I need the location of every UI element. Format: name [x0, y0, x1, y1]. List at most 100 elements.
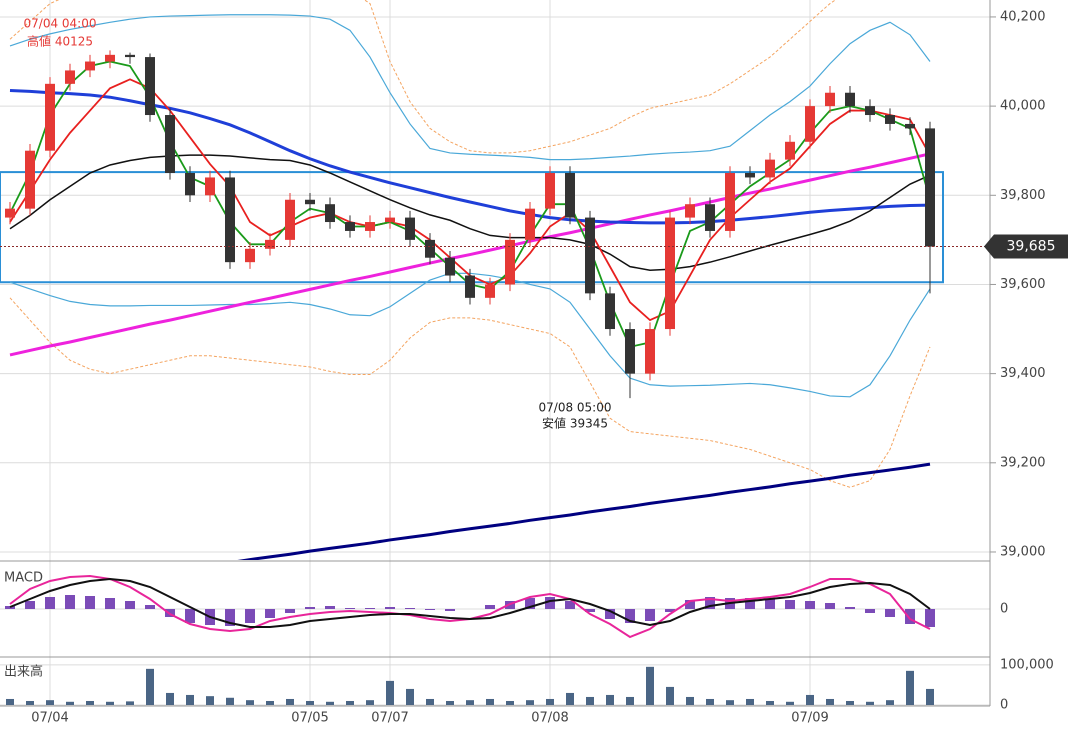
macd-histogram-bar — [565, 601, 575, 609]
indicator-line — [9, 89, 931, 225]
y-tick-label: 40,200 — [1000, 9, 1046, 24]
x-tick-label: 07/05 — [291, 711, 328, 726]
candle-body — [325, 204, 335, 223]
y-tick-label: 39,400 — [1000, 366, 1046, 381]
candle-body — [545, 172, 555, 209]
candle-body — [305, 199, 315, 205]
macd-histogram-bar — [485, 605, 495, 609]
candle-body — [505, 239, 515, 285]
volume-bar — [546, 698, 554, 705]
volume-bar — [406, 688, 414, 705]
volume-bar — [246, 700, 254, 705]
macd-histogram-bar — [705, 597, 715, 609]
volume-bar — [326, 701, 334, 705]
macd-histogram-bar — [5, 606, 15, 609]
candle-body — [45, 83, 55, 151]
macd-histogram-bar — [105, 598, 115, 609]
volume-bar — [886, 700, 894, 705]
candle-body — [445, 257, 455, 276]
macd-histogram-bar — [825, 603, 835, 609]
macd-title: MACD — [4, 571, 43, 586]
candle-body — [585, 217, 595, 294]
high-annotation: 高値 40125 — [27, 34, 93, 49]
volume-bar — [486, 698, 494, 705]
macd-histogram-bar — [125, 601, 135, 609]
macd-histogram-bar — [305, 607, 315, 609]
y-tick-label: 100,000 — [1000, 657, 1054, 672]
volume-bar — [446, 700, 454, 705]
candle-body — [85, 61, 95, 71]
y-tick-label: 39,000 — [1000, 544, 1046, 559]
volume-bar — [706, 698, 714, 705]
volume-bar — [766, 700, 774, 705]
indicator-line — [9, 297, 931, 488]
candle-body — [725, 172, 735, 231]
volume-bar — [606, 694, 614, 705]
volume-bar — [526, 700, 534, 705]
volume-bar — [506, 700, 514, 705]
macd-histogram-bar — [765, 599, 775, 609]
volume-bar — [566, 692, 574, 705]
volume-bar — [726, 700, 734, 705]
candle-body — [265, 239, 275, 249]
y-tick-label: 39,600 — [1000, 277, 1046, 292]
candle-body — [765, 159, 775, 178]
volume-bar — [426, 698, 434, 705]
volume-bar — [206, 696, 214, 705]
macd-histogram-bar — [385, 607, 395, 609]
volume-bar — [466, 700, 474, 705]
macd-histogram-bar — [685, 600, 695, 609]
volume-bar — [846, 700, 854, 705]
candle-body — [485, 284, 495, 298]
macd-histogram-bar — [285, 609, 295, 613]
candle-body — [885, 115, 895, 124]
candle-body — [845, 92, 855, 107]
indicator-line — [9, 152, 931, 357]
volume-bar — [166, 692, 174, 705]
x-tick-label: 07/09 — [791, 711, 828, 726]
volume-bar — [26, 700, 34, 705]
candle-body — [385, 217, 395, 223]
volume-bar — [106, 701, 114, 705]
candle-body — [365, 222, 375, 231]
volume-bar — [806, 694, 814, 705]
volume-bar — [906, 670, 914, 705]
macd-histogram-bar — [925, 609, 935, 627]
macd-histogram-bar — [425, 609, 435, 610]
frame: MACD 出来高 — [0, 0, 991, 707]
macd-histogram-bar — [405, 608, 415, 609]
macd-histogram-bar — [85, 596, 95, 609]
candle-body — [865, 106, 875, 116]
candle-body — [625, 329, 635, 374]
x-tick-label: 07/07 — [371, 711, 408, 726]
volume-bar — [366, 700, 374, 705]
volume-bar — [126, 701, 134, 705]
low-annotation: 07/08 05:00 — [539, 401, 612, 415]
candle-body — [525, 208, 535, 240]
volume-bar — [266, 700, 274, 705]
macd-panel — [5, 574, 935, 639]
macd-histogram-bar — [345, 608, 355, 609]
volume-bar — [866, 701, 874, 705]
candle-body — [905, 123, 915, 129]
macd-histogram-bar — [525, 598, 535, 609]
candle-body — [745, 172, 755, 178]
candle-body — [465, 275, 475, 298]
candle-body — [705, 204, 715, 231]
candle-body — [125, 54, 135, 58]
high-annotation: 07/04 04:00 — [24, 17, 97, 31]
candle-body — [5, 208, 15, 218]
volume-title: 出来高 — [4, 664, 43, 680]
indicator-line — [9, 0, 837, 154]
volume-bar — [826, 698, 834, 705]
volume-bar — [746, 698, 754, 705]
last-price-box — [984, 234, 1068, 259]
macd-histogram-bar — [745, 598, 755, 609]
y-tick-label: 39,200 — [1000, 455, 1046, 470]
volume-bar — [226, 697, 234, 705]
macd-histogram-bar — [585, 609, 595, 612]
macd-histogram-bar — [845, 607, 855, 609]
labels: 07/04 07/05 07/07 07/08 07/09 39,000 39,200 39,… — [31, 9, 1068, 726]
